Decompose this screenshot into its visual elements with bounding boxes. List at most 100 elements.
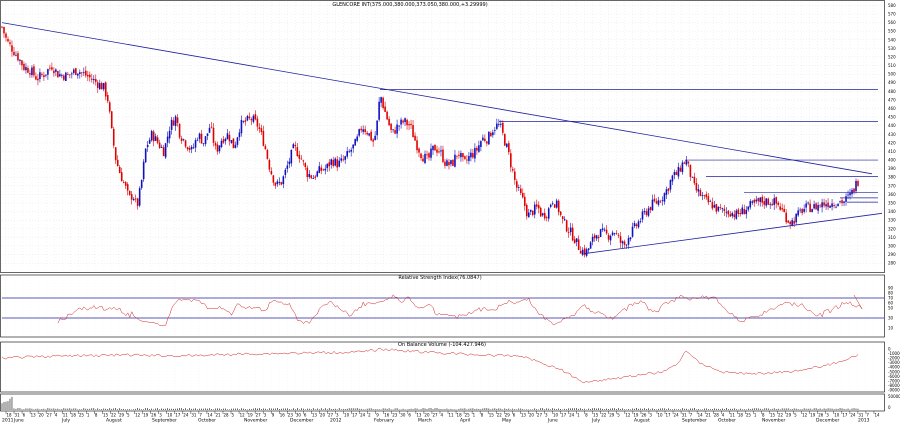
candle-body	[218, 145, 221, 152]
candle-body	[162, 147, 165, 157]
candle-body	[344, 156, 346, 160]
candle-body	[324, 168, 327, 171]
candle-body	[527, 212, 530, 218]
candle-body	[83, 72, 85, 74]
candle-body	[775, 197, 777, 204]
x-day-label: 23	[288, 413, 294, 418]
candle-body	[543, 212, 546, 219]
candle-body	[178, 123, 181, 138]
candle-body	[747, 206, 750, 210]
candle-body	[523, 196, 526, 206]
rsi-y-tick: 50	[888, 306, 894, 311]
obv-y-tick: -70000	[888, 378, 900, 383]
x-day-label: 12	[802, 413, 808, 418]
price-y-tick: 340	[888, 209, 896, 214]
x-month-label: October	[718, 418, 736, 423]
x-day-label: 7	[690, 413, 693, 418]
candle-body	[597, 236, 600, 239]
price-y-tick: 540	[888, 37, 896, 42]
candle-body	[222, 139, 225, 143]
candle-body	[701, 195, 704, 196]
candle-body	[797, 210, 799, 216]
candle-body	[128, 190, 131, 195]
candle-body	[432, 145, 434, 151]
x-day-label: 6	[513, 413, 516, 418]
candle-body	[29, 73, 31, 75]
candle-body	[779, 206, 781, 210]
candle-body	[551, 203, 554, 205]
candle-body	[166, 136, 169, 143]
x-day-label: 21	[706, 413, 712, 418]
candle-body	[238, 132, 241, 138]
candle-body	[90, 78, 93, 80]
candle-body	[785, 212, 787, 223]
candle-body	[723, 208, 726, 211]
candle-body	[735, 210, 738, 219]
candle-body	[350, 149, 352, 152]
price-y-tick: 520	[888, 54, 896, 59]
x-month-label: July	[61, 418, 70, 423]
candle-body	[160, 147, 163, 148]
candle-body	[314, 176, 317, 178]
candle-body	[272, 175, 275, 183]
candle-body	[368, 133, 370, 136]
candle-body	[304, 163, 307, 168]
candle-body	[300, 158, 303, 160]
x-month-label: June	[547, 418, 558, 423]
candle-body	[839, 201, 841, 203]
price-y-tick: 470	[888, 97, 896, 102]
x-month-label: August	[634, 418, 650, 423]
candle-body	[152, 131, 155, 142]
candle-body	[537, 205, 540, 209]
candle-body	[494, 130, 496, 131]
candle-body	[396, 124, 398, 134]
candle-body	[563, 219, 566, 221]
x-day-label: 14	[207, 413, 213, 418]
price-y-tick: 490	[888, 80, 896, 85]
candle-body	[430, 148, 432, 158]
price-y-tick: 360	[888, 192, 896, 197]
x-month-label: 2012	[330, 418, 342, 423]
x-month-label: June	[13, 418, 24, 423]
candle-body	[55, 69, 57, 72]
candle-body	[318, 166, 321, 173]
candle-body	[3, 26, 5, 34]
candle-body	[841, 200, 843, 204]
candle-body	[13, 51, 15, 56]
candle-body	[206, 133, 209, 137]
candle-body	[819, 205, 821, 207]
obv-y-tick: -10000	[888, 351, 900, 356]
x-day-label: 29	[119, 413, 125, 418]
candle-body	[288, 161, 291, 165]
candle-body	[326, 163, 329, 169]
candle-body	[629, 237, 632, 240]
price-y-tick: 550	[888, 29, 896, 34]
x-day-label: 16	[384, 413, 390, 418]
candle-body	[462, 153, 464, 158]
trendline-rising	[583, 212, 883, 255]
candle-body	[627, 238, 630, 245]
price-y-tick: 390	[888, 166, 896, 171]
candle-body	[242, 121, 245, 122]
candle-body	[248, 116, 251, 119]
candle-body	[687, 161, 690, 164]
rsi-line	[2, 294, 884, 326]
candle-body	[685, 159, 688, 165]
candle-body	[246, 115, 249, 121]
x-day-label: 17	[561, 413, 567, 418]
candle-body	[362, 129, 364, 132]
price-y-tick: 530	[888, 46, 896, 51]
candle-body	[529, 209, 532, 212]
obv-y-tick: 0	[888, 347, 891, 352]
candle-body	[665, 189, 668, 195]
candle-body	[805, 203, 807, 208]
candle-body	[663, 193, 666, 202]
x-day-label: 23	[392, 413, 398, 418]
candle-body	[148, 139, 151, 144]
candle-body	[615, 233, 618, 235]
x-day-label: 27	[256, 413, 262, 418]
candle-body	[226, 133, 229, 140]
candle-body	[466, 159, 468, 161]
price-y-tick: 350	[888, 201, 896, 206]
